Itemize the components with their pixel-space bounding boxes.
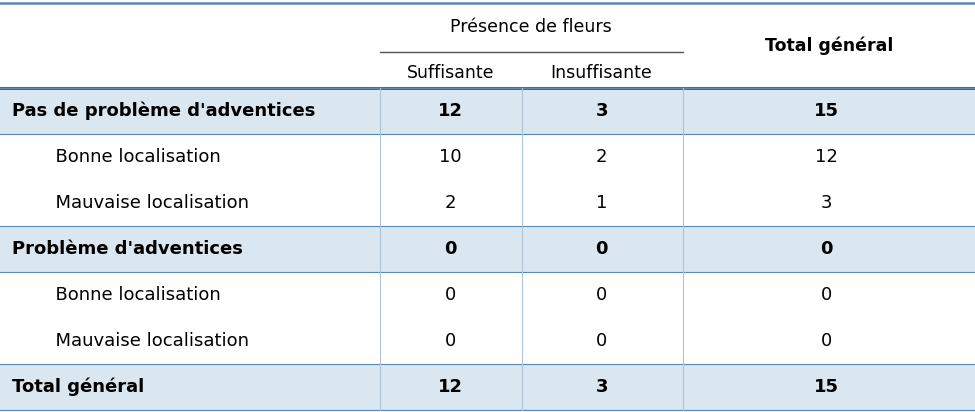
Text: 0: 0 (445, 286, 456, 304)
Text: Insuffisante: Insuffisante (551, 64, 652, 82)
Bar (0, 134, 975, 180)
Text: 0: 0 (596, 240, 607, 258)
Bar (0, 180, 975, 226)
Text: 3: 3 (821, 194, 833, 212)
Bar (0, 364, 975, 410)
Text: 0: 0 (445, 240, 456, 258)
Text: Problème d'adventices: Problème d'adventices (12, 240, 243, 258)
Text: 1: 1 (596, 194, 607, 212)
Text: Mauvaise localisation: Mauvaise localisation (44, 332, 249, 350)
Text: Mauvaise localisation: Mauvaise localisation (44, 194, 249, 212)
Text: Bonne localisation: Bonne localisation (44, 286, 220, 304)
Text: 3: 3 (596, 102, 607, 120)
Text: 0: 0 (445, 332, 456, 350)
Text: 0: 0 (821, 332, 833, 350)
Text: 15: 15 (814, 378, 839, 396)
Bar (0, 226, 975, 272)
Bar (0, 272, 975, 318)
Bar (0, 3, 975, 88)
Text: Présence de fleurs: Présence de fleurs (450, 18, 612, 36)
Text: 2: 2 (596, 148, 607, 166)
Text: 0: 0 (821, 240, 833, 258)
Text: 3: 3 (596, 378, 607, 396)
Bar (0, 88, 975, 134)
Text: 15: 15 (814, 102, 839, 120)
Text: 12: 12 (815, 148, 838, 166)
Text: 10: 10 (439, 148, 462, 166)
Text: 0: 0 (821, 286, 833, 304)
Text: 2: 2 (445, 194, 456, 212)
Text: Total général: Total général (764, 36, 893, 55)
Text: 0: 0 (596, 286, 607, 304)
Text: 12: 12 (438, 102, 463, 120)
Bar (0, 318, 975, 364)
Text: 0: 0 (596, 332, 607, 350)
Text: 12: 12 (438, 378, 463, 396)
Text: Pas de problème d'adventices: Pas de problème d'adventices (12, 102, 315, 120)
Text: Total général: Total général (12, 378, 144, 396)
Text: Bonne localisation: Bonne localisation (44, 148, 220, 166)
Text: Suffisante: Suffisante (407, 64, 494, 82)
